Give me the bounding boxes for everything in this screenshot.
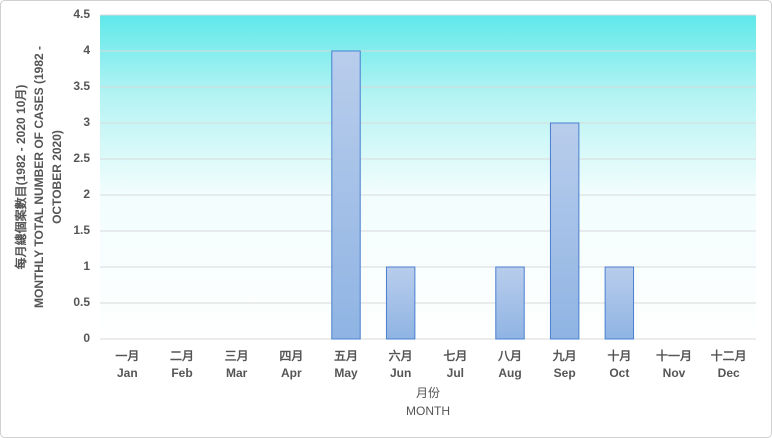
x-tick-label: Dec — [718, 366, 740, 380]
y-tick-label: 4.5 — [73, 7, 90, 21]
x-tick-label: Apr — [281, 366, 302, 380]
bar — [604, 266, 635, 340]
y-axis-title: MONTHLY TOTAL NUMBER OF CASES (1982 - — [32, 46, 46, 308]
y-tick-label: 0.5 — [73, 295, 90, 309]
y-tick-label: 2.5 — [73, 151, 90, 165]
y-tick-label: 1.5 — [73, 223, 90, 237]
x-tick-label-zh: 三月 — [225, 349, 249, 363]
x-tick-label-zh: 七月 — [443, 349, 467, 363]
x-tick-label-zh: 十月 — [607, 348, 631, 363]
x-tick-label-zh: 八月 — [497, 349, 522, 363]
y-tick-label: 4 — [83, 43, 90, 57]
x-tick-label: Mar — [226, 366, 248, 380]
bar — [385, 266, 416, 340]
x-axis-title: 月份 — [416, 386, 440, 400]
y-tick-label: 2 — [83, 187, 90, 201]
x-tick-label: Jan — [117, 366, 138, 380]
x-tick-label-zh: 五月 — [334, 349, 358, 363]
y-axis-title: 每月總個案數目(1982 - 2020 10月) — [13, 85, 28, 270]
bar — [549, 122, 580, 340]
x-tick-label-zh: 一月 — [115, 349, 139, 363]
x-tick-label-zh: 四月 — [279, 349, 303, 363]
x-tick-label-zh: 二月 — [170, 349, 194, 363]
bar — [495, 266, 525, 340]
x-axis-title: MONTH — [406, 404, 450, 418]
x-tick-label: Oct — [609, 366, 629, 380]
y-tick-label: 3.5 — [73, 79, 90, 93]
x-tick-label-zh: 十一月 — [656, 348, 692, 363]
bar — [331, 50, 361, 340]
x-tick-label: Feb — [171, 366, 192, 380]
x-tick-label-zh: 九月 — [552, 348, 577, 363]
x-tick-label: Sep — [554, 366, 576, 380]
x-tick-label-zh: 六月 — [389, 348, 413, 363]
x-tick-label: Nov — [663, 366, 686, 380]
x-tick-label: May — [334, 366, 358, 380]
x-tick-label: Jul — [447, 366, 464, 380]
y-tick-label: 0 — [83, 331, 90, 345]
y-tick-label: 3 — [83, 115, 90, 129]
x-tick-label: Aug — [498, 366, 521, 380]
plot-background — [100, 15, 756, 339]
y-axis-title: OCTOBER 2020) — [50, 130, 64, 224]
y-tick-label: 1 — [83, 259, 90, 273]
x-tick-label: Jun — [390, 366, 411, 380]
x-tick-label-zh: 十二月 — [711, 348, 747, 363]
